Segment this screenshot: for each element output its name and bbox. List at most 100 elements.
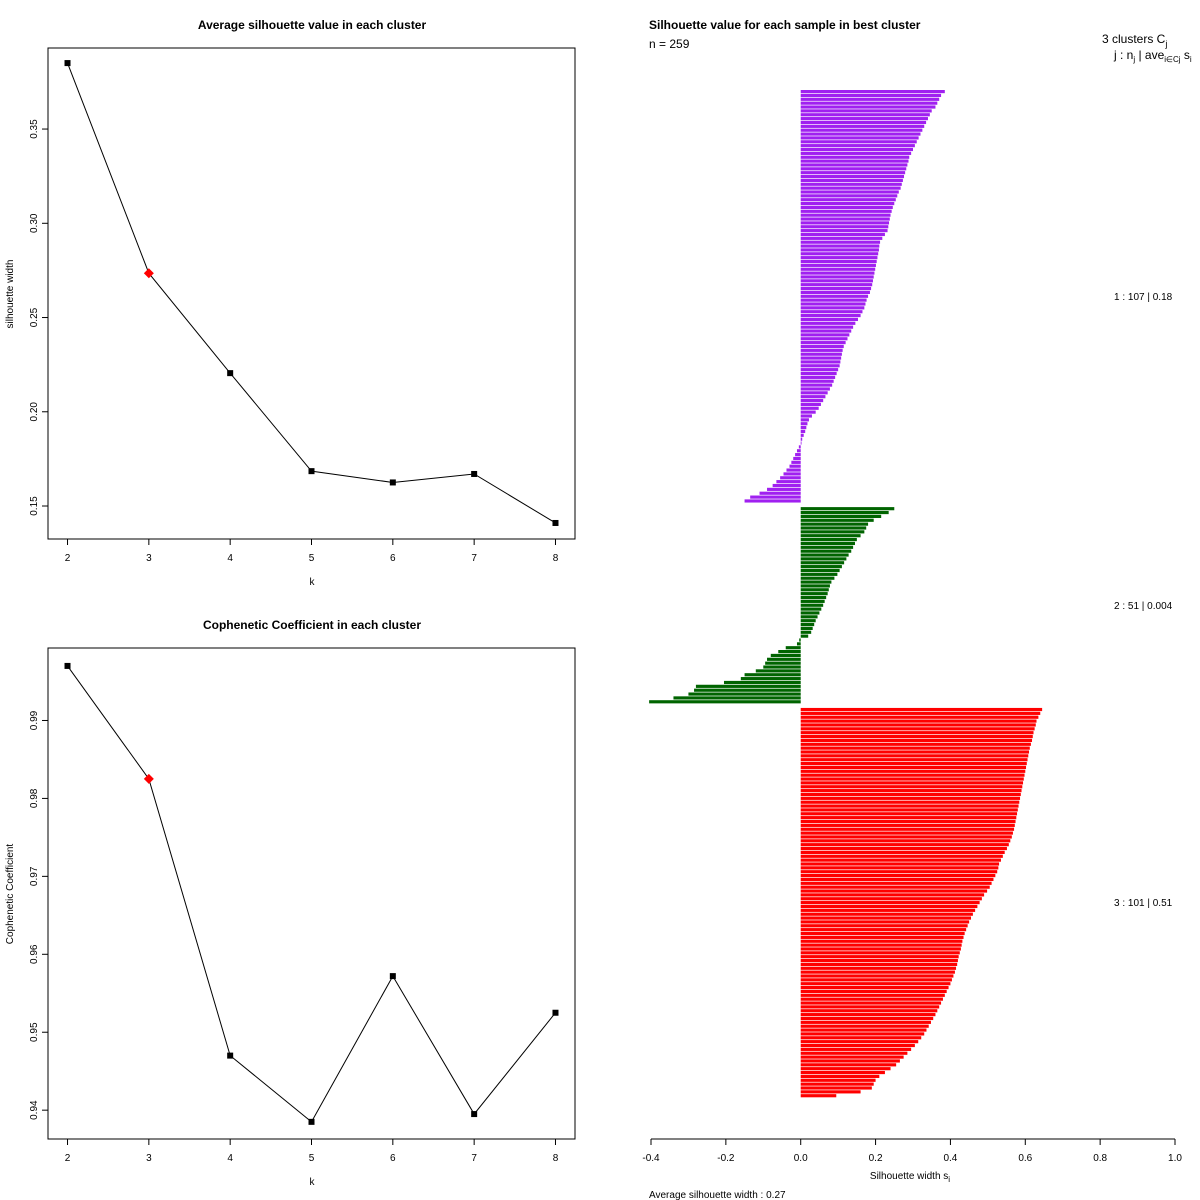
silhouette-width-axis: -0.4 -0.2 0.0 0.2 0.4 0.6 0.8 1.0	[642, 1138, 1182, 1164]
silhouette-bar	[800, 966, 957, 970]
silhouette-bar	[800, 128, 923, 132]
silhouette-bar	[800, 209, 892, 213]
silhouette-series	[64, 60, 559, 526]
silhouette-bar	[800, 982, 951, 986]
silhouette-bar	[800, 426, 807, 430]
silhouette-bar	[800, 387, 830, 391]
cluster-2-summary: 2 : 51 | 0.004	[1114, 601, 1173, 612]
silhouette-line-chart: Average silhouette value in each cluster…	[5, 18, 576, 588]
silhouette-bar	[800, 881, 992, 885]
data-point	[64, 60, 71, 67]
silhouette-bar	[800, 379, 834, 383]
silhouette-bar	[800, 785, 1023, 789]
silhouette-bar	[800, 565, 842, 569]
silhouette-bar	[800, 750, 1030, 754]
silhouette-x-axis-label: k	[310, 577, 316, 588]
silhouette-bar	[800, 962, 958, 966]
silhouette-bar	[800, 595, 827, 600]
silhouette-bar	[800, 765, 1027, 770]
cophenetic-chart-title: Cophenetic Coefficient in each cluster	[203, 618, 421, 632]
silhouette-bar	[765, 661, 801, 665]
silhouette-bar	[770, 653, 801, 658]
silhouette-bar	[800, 217, 890, 221]
silhouette-bar	[800, 812, 1018, 816]
silhouette-bar	[772, 483, 801, 488]
silhouette-bar	[800, 754, 1029, 758]
x-tick-label: -0.2	[717, 1153, 735, 1164]
silhouette-bar	[800, 607, 822, 611]
silhouette-bar	[800, 514, 882, 518]
silhouette-bar	[800, 986, 949, 990]
silhouette-bar	[695, 684, 801, 688]
x-tick-label: 5	[309, 553, 315, 564]
x-tick-label: 5	[309, 1153, 315, 1164]
silhouette-bar	[800, 429, 806, 434]
silhouette-bar	[800, 734, 1033, 739]
silhouette-bar	[800, 796, 1021, 800]
x-tick-label: 3	[146, 553, 152, 564]
cophenetic-x-axis-label: k	[310, 1177, 316, 1188]
cophenetic-plot-frame	[47, 647, 576, 1140]
silhouette-bar	[800, 626, 813, 630]
silhouette-bar	[800, 364, 840, 368]
silhouette-bar	[800, 1028, 927, 1032]
silhouette-bar	[800, 240, 881, 244]
x-tick-label: 2	[65, 553, 71, 564]
silhouette-bar	[800, 267, 876, 271]
silhouette-bar	[800, 580, 832, 584]
silhouette-bar	[800, 159, 909, 163]
data-point	[308, 1118, 315, 1125]
silhouette-bar	[800, 893, 985, 897]
silhouette-bar	[800, 302, 866, 306]
silhouette-bar	[798, 445, 801, 449]
silhouette-bar	[800, 229, 888, 233]
silhouette-bar	[800, 792, 1021, 797]
y-tick-label: 0.94	[29, 1100, 40, 1120]
silhouette-bar	[800, 877, 994, 882]
silhouette-bar	[780, 476, 801, 480]
cophenetic-y-axis: 0.94 0.95 0.96 0.97 0.98 0.99	[29, 710, 48, 1120]
silhouette-bar	[800, 939, 963, 943]
silhouette-bar	[800, 816, 1017, 820]
silhouette-bar	[800, 630, 812, 634]
silhouette-bar	[800, 584, 830, 588]
silhouette-bar	[800, 707, 1043, 712]
silhouette-bar	[800, 912, 973, 916]
silhouette-bar	[800, 989, 947, 994]
silhouette-bar	[800, 622, 815, 627]
silhouette-bar	[750, 495, 801, 499]
data-point	[552, 519, 559, 526]
silhouette-bar	[800, 576, 835, 580]
silhouette-bar-chart: Silhouette value for each sample in best…	[642, 18, 1192, 1200]
silhouette-bar	[800, 1036, 922, 1040]
silhouette-bar	[800, 1047, 912, 1051]
silhouette-bar	[800, 178, 903, 182]
silhouette-bar	[800, 132, 921, 136]
x-tick-label: 1.0	[1168, 1153, 1182, 1164]
silhouette-bar	[800, 711, 1041, 715]
silhouette-bars	[649, 90, 1043, 1098]
silhouette-bar	[800, 109, 932, 113]
silhouette-bar	[800, 306, 865, 310]
y-tick-label: 0.96	[29, 944, 40, 964]
y-tick-label: 0.35	[29, 119, 40, 139]
series-line	[67, 665, 556, 1123]
silhouette-bar	[800, 958, 958, 963]
silhouette-bar	[776, 480, 801, 484]
silhouette-bar	[800, 348, 843, 352]
silhouette-bar	[800, 727, 1035, 731]
cluster-2-bars	[649, 507, 895, 704]
silhouette-bar	[800, 113, 930, 117]
silhouette-bar	[800, 715, 1039, 719]
y-tick-label: 0.95	[29, 1022, 40, 1042]
silhouette-bar	[800, 194, 898, 198]
silhouette-bar	[800, 773, 1025, 777]
silhouette-bar	[800, 1063, 897, 1067]
data-point	[389, 973, 396, 980]
silhouette-bar	[800, 592, 828, 596]
x-tick-label: 6	[390, 553, 396, 564]
sample-count-label: n = 259	[649, 37, 690, 51]
silhouette-bar	[800, 329, 852, 333]
silhouette-bar	[800, 858, 1001, 862]
